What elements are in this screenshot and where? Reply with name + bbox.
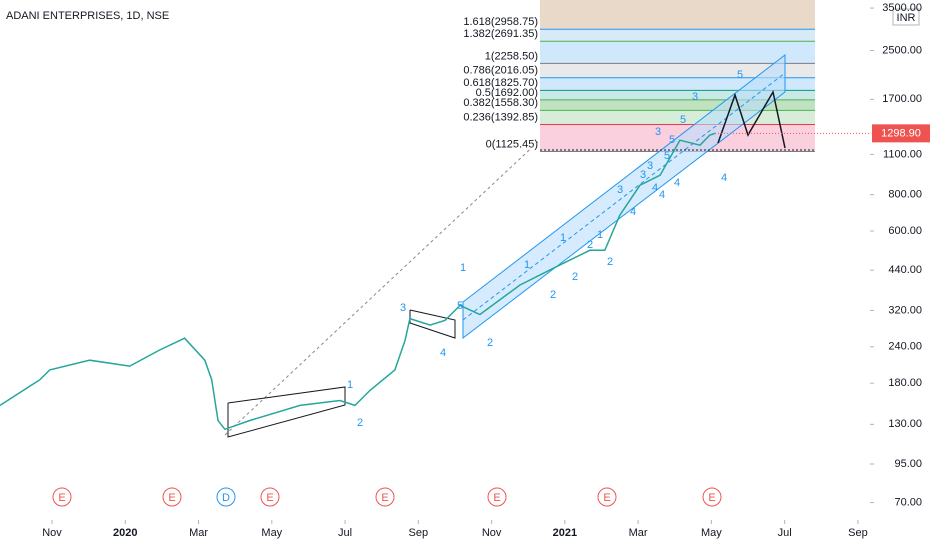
wave-label: 3	[617, 184, 623, 196]
event-label: E	[58, 492, 65, 504]
wave-label: 4	[674, 177, 680, 189]
wave-label: 5	[457, 300, 463, 312]
event-marker	[216, 487, 236, 507]
y-tick-label: 1700.00	[882, 93, 922, 105]
fib-band	[540, 110, 815, 125]
wave-label: 2	[572, 271, 578, 283]
wave-label: 1	[460, 262, 466, 274]
wave-label: 5	[737, 69, 743, 81]
chart-title: ADANI ENTERPRISES, 1D, NSE	[6, 10, 169, 22]
y-tick-label: 800.00	[888, 189, 922, 201]
fib-label: 0.618(1825.70)	[463, 77, 538, 89]
wave-label: 3	[400, 302, 406, 314]
event-label: E	[381, 492, 388, 504]
y-tick-label: 130.00	[888, 418, 922, 430]
wave-label: 2	[357, 417, 363, 429]
y-tick-label: 440.00	[888, 264, 922, 276]
fib-label: 0.236(1392.85)	[463, 111, 538, 123]
fib-label: 1(2258.50)	[485, 50, 538, 62]
fib-label: 0.786(2016.05)	[463, 65, 538, 77]
x-tick-label: Mar	[189, 527, 208, 539]
event-label: E	[603, 492, 610, 504]
y-tick-label: 95.00	[894, 458, 922, 470]
fib-band	[540, 41, 815, 64]
currency-box	[892, 8, 920, 26]
last-price-label: 1298.90	[881, 127, 921, 139]
price-plot	[0, 132, 716, 431]
price-axis	[870, 0, 932, 520]
x-tick-label: 2020	[113, 527, 137, 539]
y-tick-label: 1100.00	[883, 148, 922, 160]
fib-band	[540, 0, 815, 30]
wave-projection	[717, 89, 786, 149]
wave-label: 1	[347, 379, 353, 391]
wave-label: 5	[680, 114, 686, 126]
event-marker	[162, 487, 182, 507]
x-tick-label: Jul	[338, 527, 352, 539]
fib-band	[540, 90, 815, 100]
price-line	[0, 132, 716, 431]
fib-band	[540, 99, 815, 111]
wave-label: 2	[607, 256, 613, 268]
trend-channel	[462, 53, 786, 340]
fib-label: 0(1125.45)	[486, 138, 538, 150]
wave-label: 3	[647, 160, 653, 172]
wave-label: 2	[587, 239, 593, 251]
y-tick-label: 3500.00	[882, 2, 922, 14]
x-tick-label: 2021	[553, 527, 577, 539]
last-price-box	[872, 124, 930, 143]
wave-label: 4	[440, 347, 446, 359]
time-axis	[0, 520, 932, 550]
wave-label: 4	[630, 206, 636, 218]
wave-label: 1	[597, 229, 603, 241]
event-label: E	[493, 492, 500, 504]
wave-label: 3	[640, 169, 646, 181]
fib-label: 1.382(2691.35)	[463, 28, 538, 40]
x-tick-label: Sep	[409, 527, 429, 539]
wave-label: 4	[659, 189, 665, 201]
wave-label: 2	[487, 337, 493, 349]
x-tick-label: May	[701, 527, 722, 539]
wave-label: 5	[664, 150, 670, 162]
wave-label: 3	[655, 126, 661, 138]
triangle-pattern	[227, 386, 346, 438]
wave-label: 2	[550, 289, 556, 301]
wave-label: 5	[669, 134, 675, 146]
event-label: E	[168, 492, 175, 504]
event-marker	[702, 487, 722, 507]
wave-label: 1	[560, 232, 566, 244]
fib-band	[540, 29, 815, 42]
fib-label: 0.5(1692.00)	[476, 87, 538, 99]
y-tick-label: 70.00	[894, 497, 922, 509]
event-label: E	[266, 492, 273, 504]
event-marker	[375, 487, 395, 507]
currency: INR	[897, 12, 916, 24]
x-tick-label: Mar	[629, 527, 648, 539]
x-tick-label: Jul	[778, 527, 792, 539]
wave-label: 4	[721, 172, 727, 184]
wave-label: 1	[524, 259, 530, 271]
x-tick-label: Sep	[848, 527, 868, 539]
y-tick-label: 320.00	[888, 304, 922, 316]
event-marker	[487, 487, 507, 507]
event-marker	[260, 487, 280, 507]
y-tick-label: 600.00	[888, 225, 922, 237]
event-marker	[52, 487, 72, 507]
event-label: D	[222, 492, 230, 504]
fib-label: 1.618(2958.75)	[463, 16, 538, 28]
x-tick-label: May	[261, 527, 282, 539]
wave-label: 3	[692, 91, 698, 103]
fib-band	[540, 63, 815, 78]
y-tick-label: 180.00	[888, 377, 922, 389]
event-marker	[597, 487, 617, 507]
y-tick-label: 240.00	[888, 341, 922, 353]
fib-label: 0.382(1558.30)	[463, 97, 538, 109]
x-tick-label: Nov	[482, 527, 502, 539]
y-tick-label: 2500.00	[882, 44, 922, 56]
wave-label: 4	[652, 182, 658, 194]
x-tick-label: Nov	[42, 527, 62, 539]
channel-midline	[462, 72, 786, 321]
event-label: E	[708, 492, 715, 504]
